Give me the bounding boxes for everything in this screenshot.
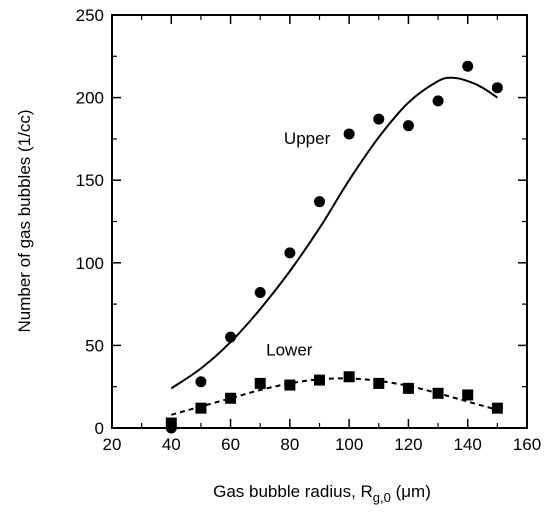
upper-point [284,247,296,259]
x-tick-label: 60 [221,435,240,454]
tick-labels: 20 40 60 80 100 120 140 160 0 50 100 150 200 250 [76,6,542,454]
y-tick-label: 50 [85,336,104,355]
x-tick-label: 20 [103,435,122,454]
fit-lines [170,76,498,416]
axis-ticks [111,14,528,429]
upper-point [373,113,385,125]
upper-point [491,82,503,94]
upper-point [254,287,266,299]
lower-series-label: Lower [266,340,313,359]
upper-point [402,120,414,132]
lower-point [491,402,503,414]
x-tick-label: 140 [454,435,482,454]
upper-fit-line [170,76,498,390]
x-tick-label: 40 [162,435,181,454]
x-tick-label: 160 [513,435,541,454]
x-tick-label: 80 [280,435,299,454]
y-tick-label: 150 [76,171,104,190]
y-tick-label: 100 [76,254,104,273]
plot-frame [111,14,528,429]
y-tick-label: 200 [76,89,104,108]
upper-point [343,128,355,140]
upper-point [314,196,325,208]
upper-point [195,376,207,388]
upper-point [432,95,444,107]
lower-point [284,379,296,391]
lower-point [343,371,355,383]
lower-point [462,389,474,401]
y-tick-label: 250 [76,6,104,25]
y-axis-title: Number of gas bubbles (1/cc) [15,110,34,333]
lower-point [402,382,414,394]
y-tick-label: 0 [95,419,104,438]
x-tick-label: 120 [394,435,422,454]
lower-point [373,377,385,389]
x-tick-label: 100 [335,435,363,454]
lower-point [195,402,207,414]
upper-series-label: Upper [284,129,331,148]
lower-point [314,374,325,386]
upper-point [225,331,237,343]
data-markers [165,60,503,434]
lower-point [225,392,237,404]
lower-point [165,417,177,429]
lower-fit-line [171,377,498,416]
upper-point [462,60,474,72]
x-axis-title: Gas bubble radius, Rg,0 (μm) [213,482,431,505]
lower-point [254,377,266,389]
series-labels: Upper Lower [266,129,330,359]
lower-point [432,387,444,399]
plot-border [111,14,528,429]
